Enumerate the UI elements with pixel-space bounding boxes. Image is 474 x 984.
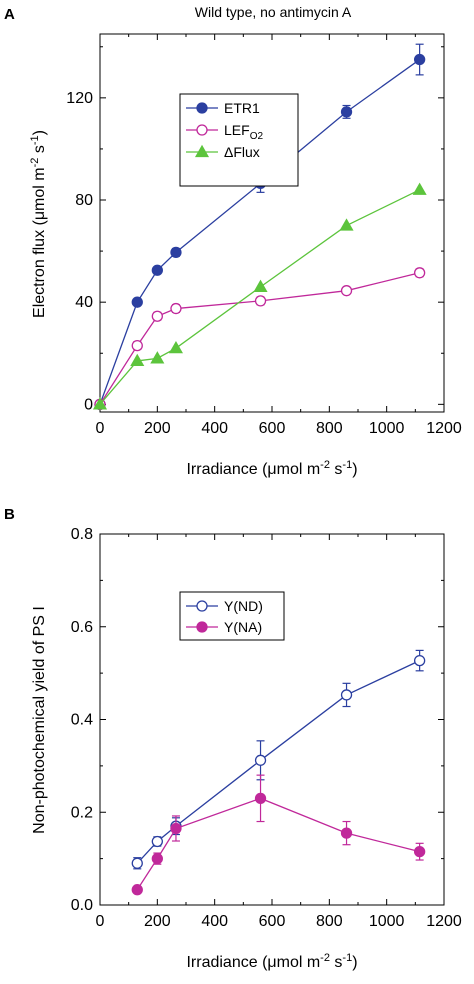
series-1: [131, 774, 426, 896]
panel-b-y-axis-title: Non-photochemical yield of PS I: [31, 606, 48, 834]
data-point: [92, 397, 108, 410]
x-tick-label: 0: [96, 420, 105, 437]
panel-b-legend-box: [179, 591, 285, 641]
y-tick-label: 0.8: [71, 526, 93, 543]
panel-b: B 0 200 400 600 800 1000 1200 0.00.20.40.60.8 …: [4, 506, 462, 971]
data-point: [170, 246, 182, 259]
panel-a-title: Wild type, no antimycin A: [195, 4, 352, 20]
legend-marker: [196, 124, 208, 136]
data-point: [339, 218, 354, 231]
data-point: [151, 310, 163, 322]
panel-a-y-axis-title: Electron flux (μmol m-2 s-1): [29, 130, 48, 318]
x-tick-label: 800: [316, 420, 343, 437]
panel-a-y-tick-labels: 0 40 80 120: [66, 90, 93, 413]
series-line: [99, 272, 420, 405]
panel-b-letter: B: [4, 506, 15, 523]
series-2: [92, 182, 427, 410]
data-point: [131, 339, 143, 352]
data-point: [168, 340, 184, 354]
panel-a: A Wild type, no antimycin A 0 200 400 600 80…: [4, 4, 462, 478]
y-tick-label: 0.6: [71, 619, 93, 636]
data-point: [340, 285, 353, 297]
y-tick-label: 40: [75, 294, 93, 311]
y-tick-label: 0: [84, 396, 93, 413]
data-point: [151, 835, 163, 848]
x-tick-label: 200: [144, 420, 171, 437]
legend-marker: [196, 102, 208, 114]
data-point: [254, 792, 267, 804]
y-tick-label: 120: [66, 90, 93, 107]
data-point: [131, 296, 143, 308]
y-tick-label: 0.4: [71, 712, 93, 729]
x-tick-label: 1000: [369, 420, 405, 437]
y-tick-label: 80: [75, 192, 93, 209]
panel-b-y-tick-labels: 0.0 0.2 0.4 0.6 0.8: [71, 526, 93, 914]
legend-label: Y(ND): [224, 598, 263, 614]
panel-a-x-tick-labels: 0 200 400 600 800 1000 1200: [96, 420, 462, 437]
panel-b-legend: Y(ND) Y(NA): [179, 591, 285, 641]
panel-a-x-axis-title: Irradiance (μmol m-2 s-1): [186, 459, 357, 478]
x-tick-label: 800: [316, 913, 343, 930]
x-tick-label: 1200: [426, 420, 462, 437]
series-0: [131, 649, 426, 870]
series-1: [94, 267, 426, 410]
y-tick-label: 0.0: [71, 897, 93, 914]
x-tick-label: 600: [259, 420, 286, 437]
series-line: [136, 660, 420, 864]
legend-marker: [196, 600, 208, 612]
data-point: [413, 267, 426, 279]
x-tick-label: 200: [144, 913, 171, 930]
data-point: [340, 689, 353, 701]
data-point: [413, 654, 426, 667]
data-point: [151, 264, 163, 276]
y-tick-label: 0.2: [71, 804, 93, 821]
x-tick-label: 1000: [369, 913, 405, 930]
data-point: [413, 846, 426, 858]
panel-b-x-axis-title: Irradiance (μmol m-2 s-1): [186, 952, 357, 971]
data-point: [413, 53, 426, 66]
panel-b-series: [131, 649, 426, 896]
data-point: [150, 351, 165, 364]
x-tick-label: 0: [96, 913, 105, 930]
data-point: [170, 822, 182, 835]
x-tick-label: 1200: [426, 913, 462, 930]
data-point: [254, 754, 267, 766]
legend-label: Y(NA): [224, 619, 262, 635]
x-tick-label: 600: [259, 913, 286, 930]
legend-label: ΔFlux: [224, 144, 260, 160]
panel-b-plot-frame: [99, 533, 445, 906]
legend-marker: [194, 144, 210, 158]
legend-marker: [196, 621, 208, 633]
data-point: [151, 852, 163, 865]
panel-a-ticks: [99, 34, 445, 412]
panel-a-letter: A: [4, 6, 15, 23]
data-point: [340, 827, 353, 839]
series-line: [136, 797, 420, 891]
panel-b-x-tick-labels: 0 200 400 600 800 1000 1200: [96, 913, 462, 930]
data-point: [412, 182, 427, 195]
data-point: [130, 353, 145, 367]
data-point: [253, 279, 268, 292]
x-tick-label: 400: [201, 913, 228, 930]
data-point: [170, 302, 182, 315]
panel-b-ticks: [99, 533, 445, 906]
data-point: [340, 106, 353, 118]
x-tick-label: 400: [201, 420, 228, 437]
data-point: [131, 857, 143, 869]
data-point: [131, 884, 143, 896]
data-point: [254, 295, 267, 307]
legend-label: ETR1: [224, 100, 260, 116]
panel-a-plot-frame: [99, 33, 445, 413]
